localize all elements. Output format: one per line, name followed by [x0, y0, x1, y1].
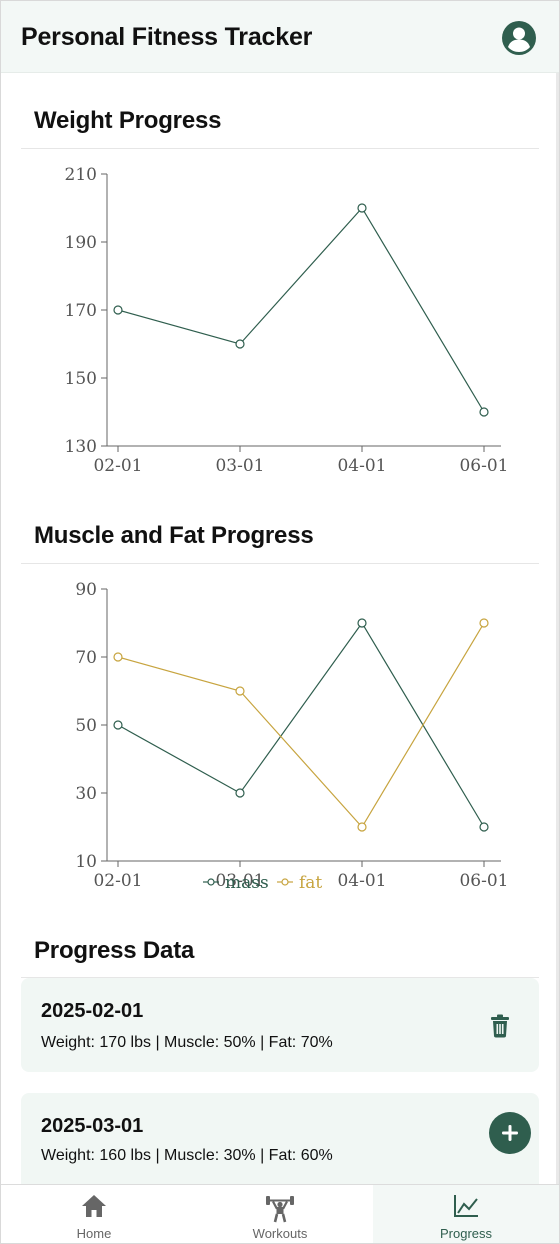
y-tick-label: 10 — [75, 852, 97, 872]
progress-entry-card[interactable]: 2025-02-01 Weight: 170 lbs | Muscle: 50%… — [21, 978, 539, 1072]
trash-icon[interactable] — [489, 1014, 511, 1038]
legend-marker — [207, 878, 215, 886]
x-tick-label: 04-01 — [337, 456, 386, 476]
muscle-fat-chart: 10 30 50 70 90 02-01 03-01 04-01 06-01 mass fat — [21, 574, 521, 904]
entry-date: 2025-02-01 — [41, 1000, 144, 1022]
divider — [21, 563, 539, 564]
nav-workouts[interactable]: Workouts — [187, 1185, 373, 1243]
data-point — [357, 618, 367, 628]
divider — [21, 977, 539, 978]
nav-home[interactable]: Home — [1, 1185, 187, 1243]
bottom-nav: Home Workouts — [1, 1184, 559, 1243]
progress-data-title: Progress Data — [34, 937, 195, 964]
data-point — [235, 339, 245, 349]
chart-line-icon — [452, 1193, 480, 1224]
y-tick-label: 30 — [75, 784, 97, 804]
data-point — [479, 618, 489, 628]
entry-stats: Weight: 170 lbs | Muscle: 50% | Fat: 70% — [41, 1034, 333, 1051]
y-tick-label: 130 — [65, 437, 97, 457]
nav-home-label: Home — [76, 1226, 112, 1241]
data-point — [479, 407, 489, 417]
scrollbar[interactable] — [556, 73, 559, 1185]
data-point — [357, 203, 367, 213]
y-tick-label: 150 — [65, 369, 97, 389]
nav-progress-label: Progress — [439, 1226, 493, 1241]
y-tick-label: 70 — [75, 648, 97, 668]
y-tick-label: 210 — [65, 165, 97, 185]
data-point — [235, 686, 245, 696]
nav-progress[interactable]: Progress — [373, 1185, 559, 1243]
x-tick-label: 06-01 — [459, 871, 508, 891]
data-point — [113, 305, 123, 315]
x-tick-label: 03-01 — [215, 456, 264, 476]
y-tick-label: 50 — [75, 716, 97, 736]
data-point — [235, 788, 245, 798]
weight-progress-title: Weight Progress — [34, 107, 222, 134]
series-line — [117, 622, 485, 829]
nav-workouts-label: Workouts — [252, 1226, 308, 1241]
weight-chart: 130 150 170 190 210 02-01 03-01 04-01 06-01 — [21, 159, 521, 479]
legend-marker — [281, 878, 289, 886]
data-point — [113, 720, 123, 730]
app-title: Personal Fitness Tracker — [21, 23, 313, 51]
y-tick-label: 170 — [65, 301, 97, 321]
x-tick-label: 06-01 — [459, 456, 508, 476]
app-header: Personal Fitness Tracker — [1, 1, 559, 73]
data-point — [357, 822, 367, 832]
entry-date: 2025-03-01 — [41, 1115, 144, 1137]
add-entry-button[interactable] — [489, 1112, 531, 1154]
entry-stats: Weight: 160 lbs | Muscle: 30% | Fat: 60% — [41, 1147, 333, 1164]
divider — [21, 148, 539, 149]
home-icon — [80, 1193, 108, 1224]
x-tick-label: 04-01 — [337, 871, 386, 891]
x-tick-label: 03-01 — [215, 871, 264, 891]
y-tick-label: 90 — [75, 580, 97, 600]
account-circle-icon[interactable] — [501, 20, 537, 56]
x-tick-label: 02-01 — [93, 456, 142, 476]
plus-icon — [502, 1125, 518, 1141]
weightlifter-icon — [265, 1193, 295, 1228]
data-point — [479, 822, 489, 832]
y-tick-label: 190 — [65, 233, 97, 253]
legend-label: fat — [299, 873, 322, 893]
series-line — [117, 621, 485, 828]
muscle-fat-progress-title: Muscle and Fat Progress — [34, 522, 314, 549]
legend-label: mass — [225, 873, 269, 893]
series-line — [117, 206, 485, 413]
x-tick-label: 02-01 — [93, 871, 142, 891]
chart-legend: mass fat — [203, 873, 322, 893]
progress-entry-card[interactable]: 2025-03-01 Weight: 160 lbs | Muscle: 30%… — [21, 1093, 539, 1193]
data-point — [113, 652, 123, 662]
